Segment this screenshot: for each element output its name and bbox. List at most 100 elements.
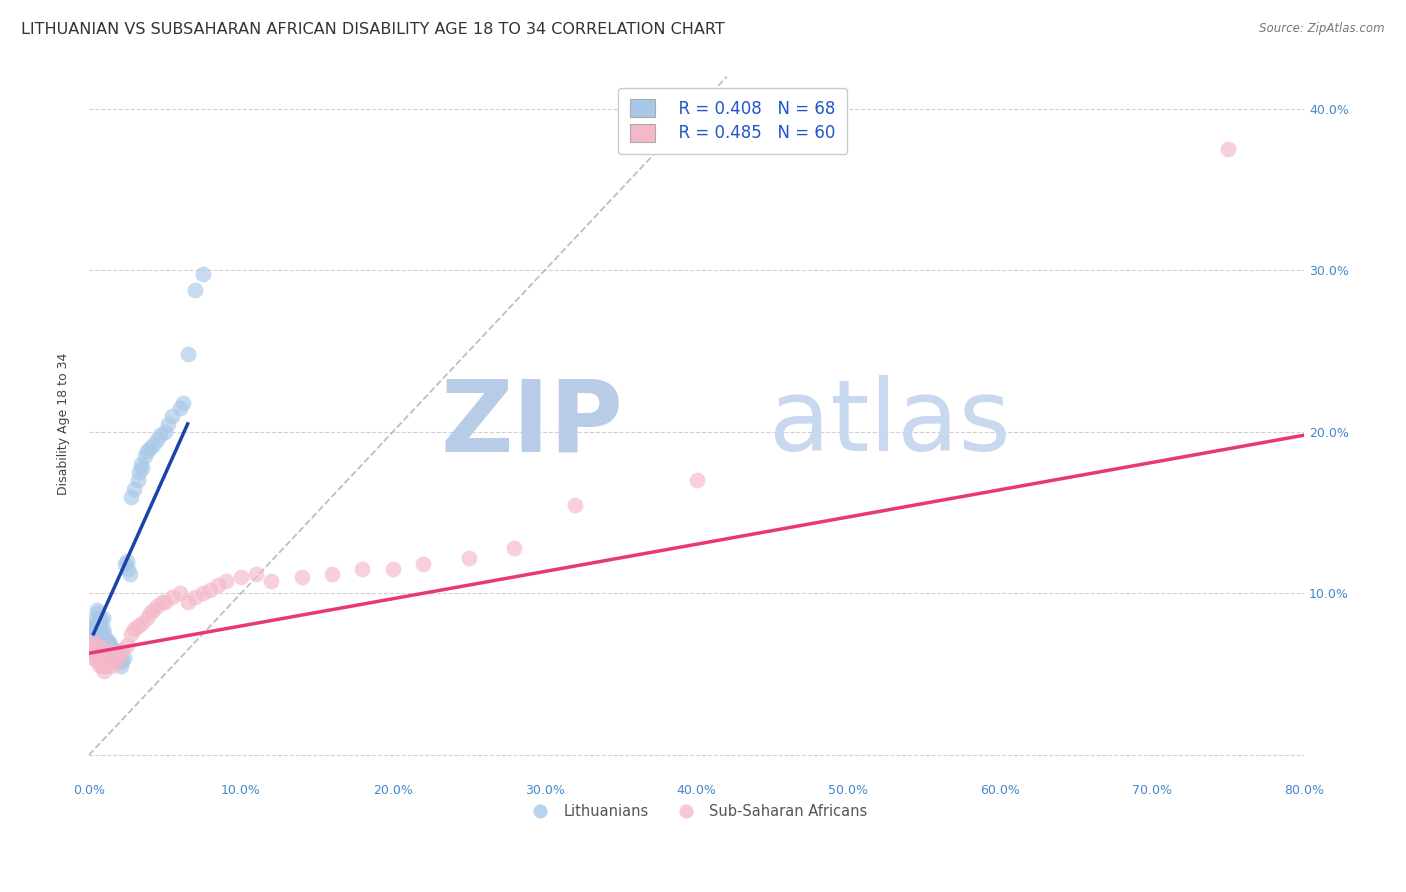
Text: atlas: atlas bbox=[769, 376, 1011, 473]
Point bbox=[176, 347, 198, 361]
Point bbox=[503, 541, 526, 556]
Point bbox=[153, 425, 176, 439]
Point bbox=[93, 643, 115, 657]
Point bbox=[146, 599, 169, 614]
Point bbox=[127, 619, 149, 633]
Point bbox=[150, 594, 173, 608]
Point bbox=[120, 490, 142, 504]
Point bbox=[97, 635, 120, 649]
Point bbox=[96, 635, 118, 649]
Point bbox=[134, 449, 156, 463]
Point bbox=[84, 648, 107, 662]
Legend: Lithuanians, Sub-Saharan Africans: Lithuanians, Sub-Saharan Africans bbox=[520, 798, 873, 825]
Text: ZIP: ZIP bbox=[440, 376, 624, 473]
Point bbox=[87, 619, 110, 633]
Point bbox=[412, 558, 434, 572]
Point bbox=[94, 638, 117, 652]
Point bbox=[111, 654, 134, 668]
Point bbox=[93, 635, 115, 649]
Point bbox=[169, 586, 191, 600]
Point bbox=[207, 578, 229, 592]
Point bbox=[176, 594, 198, 608]
Point bbox=[87, 651, 110, 665]
Point bbox=[84, 638, 107, 652]
Point bbox=[115, 554, 138, 568]
Point bbox=[105, 651, 128, 665]
Point bbox=[89, 659, 111, 673]
Point bbox=[104, 654, 127, 668]
Point bbox=[87, 627, 110, 641]
Point bbox=[124, 482, 146, 496]
Point bbox=[107, 648, 129, 662]
Point bbox=[260, 574, 283, 588]
Point bbox=[381, 562, 404, 576]
Point bbox=[82, 635, 104, 649]
Point bbox=[86, 615, 108, 630]
Point bbox=[131, 615, 153, 630]
Point bbox=[97, 643, 120, 657]
Point bbox=[172, 396, 194, 410]
Point bbox=[90, 615, 112, 630]
Point bbox=[87, 606, 110, 620]
Point bbox=[82, 651, 104, 665]
Point bbox=[90, 627, 112, 641]
Point bbox=[149, 428, 172, 442]
Point bbox=[80, 643, 103, 657]
Point bbox=[90, 654, 112, 668]
Point bbox=[100, 659, 122, 673]
Point bbox=[90, 635, 112, 649]
Point bbox=[103, 651, 125, 665]
Point bbox=[114, 558, 136, 572]
Point bbox=[91, 611, 114, 625]
Point bbox=[94, 632, 117, 646]
Point bbox=[112, 651, 135, 665]
Point bbox=[1216, 142, 1239, 156]
Point bbox=[128, 466, 150, 480]
Point bbox=[200, 583, 222, 598]
Point bbox=[86, 643, 108, 657]
Point bbox=[131, 460, 153, 475]
Point bbox=[93, 664, 115, 678]
Text: LITHUANIAN VS SUBSAHARAN AFRICAN DISABILITY AGE 18 TO 34 CORRELATION CHART: LITHUANIAN VS SUBSAHARAN AFRICAN DISABIL… bbox=[21, 22, 725, 37]
Point bbox=[86, 602, 108, 616]
Point bbox=[229, 570, 252, 584]
Point bbox=[87, 638, 110, 652]
Y-axis label: Disability Age 18 to 34: Disability Age 18 to 34 bbox=[58, 352, 70, 495]
Point bbox=[115, 638, 138, 652]
Point bbox=[91, 622, 114, 636]
Text: Source: ZipAtlas.com: Source: ZipAtlas.com bbox=[1260, 22, 1385, 36]
Point bbox=[103, 648, 125, 662]
Point bbox=[457, 551, 479, 566]
Point bbox=[91, 659, 114, 673]
Point bbox=[111, 643, 134, 657]
Point bbox=[153, 594, 176, 608]
Point bbox=[97, 648, 120, 662]
Point bbox=[89, 622, 111, 636]
Point bbox=[93, 654, 115, 668]
Point bbox=[80, 627, 103, 641]
Point bbox=[103, 651, 125, 665]
Point bbox=[93, 627, 115, 641]
Point bbox=[108, 651, 131, 665]
Point bbox=[89, 611, 111, 625]
Point bbox=[162, 409, 184, 423]
Point bbox=[191, 267, 214, 281]
Point bbox=[100, 648, 122, 662]
Point bbox=[214, 574, 236, 588]
Point bbox=[82, 619, 104, 633]
Point bbox=[124, 622, 146, 636]
Point bbox=[84, 611, 107, 625]
Point bbox=[104, 643, 127, 657]
Point bbox=[108, 651, 131, 665]
Point bbox=[127, 474, 149, 488]
Point bbox=[352, 562, 374, 576]
Point bbox=[94, 659, 117, 673]
Point bbox=[98, 643, 121, 657]
Point bbox=[142, 438, 165, 452]
Point bbox=[98, 654, 121, 668]
Point bbox=[105, 648, 128, 662]
Point bbox=[90, 643, 112, 657]
Point bbox=[191, 586, 214, 600]
Point bbox=[138, 441, 160, 455]
Point bbox=[184, 590, 207, 604]
